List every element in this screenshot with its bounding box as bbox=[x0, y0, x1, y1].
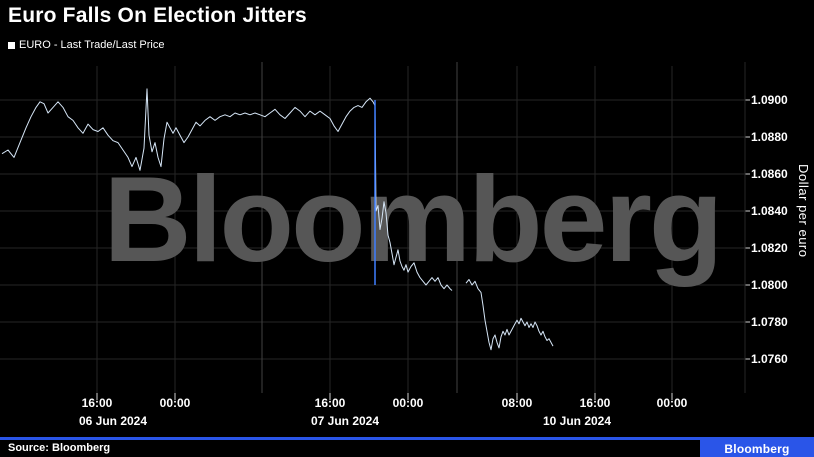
x-axis-time-label: 16:00 bbox=[314, 396, 346, 410]
y-axis-tick-label: 1.0780 bbox=[751, 315, 788, 329]
y-axis-tick-label: 1.0760 bbox=[751, 352, 788, 366]
price-chart: Bloomberg bbox=[0, 60, 814, 405]
legend-label: EURO - Last Trade/Last Price bbox=[19, 39, 165, 51]
x-axis-time-label: 00:00 bbox=[159, 396, 191, 410]
price-line bbox=[465, 279, 554, 351]
price-line bbox=[1, 88, 453, 291]
x-axis-time-label: 00:00 bbox=[392, 396, 424, 410]
x-axis-time-label: 00:00 bbox=[656, 396, 688, 410]
chart-grid bbox=[0, 62, 750, 400]
y-axis-tick-label: 1.0840 bbox=[751, 204, 788, 218]
y-axis-tick-label: 1.0820 bbox=[751, 241, 788, 255]
y-axis-title: Dollar per euro bbox=[796, 164, 811, 258]
legend-swatch-icon bbox=[8, 41, 15, 49]
y-axis-tick-label: 1.0880 bbox=[751, 130, 788, 144]
bloomberg-watermark: Bloomberg bbox=[103, 151, 724, 287]
x-axis-date-label: 06 Jun 2024 bbox=[78, 414, 148, 428]
x-axis-time-label: 08:00 bbox=[501, 396, 533, 410]
source-credit: Source: Bloomberg bbox=[8, 442, 111, 454]
page-title: Euro Falls On Election Jitters bbox=[8, 4, 307, 27]
bloomberg-logo: Bloomberg bbox=[700, 440, 814, 457]
x-axis-date-label: 07 Jun 2024 bbox=[310, 414, 380, 428]
y-axis-tick-label: 1.0860 bbox=[751, 167, 788, 181]
y-axis-tick-label: 1.0800 bbox=[751, 278, 788, 292]
x-axis-date-label: 10 Jun 2024 bbox=[542, 414, 612, 428]
x-axis-time-label: 16:00 bbox=[81, 396, 113, 410]
y-axis-tick-label: 1.0900 bbox=[751, 93, 788, 107]
x-axis-time-label: 16:00 bbox=[579, 396, 611, 410]
chart-series bbox=[1, 88, 554, 351]
chart-legend: EURO - Last Trade/Last Price bbox=[8, 39, 165, 51]
footer-bar: Source: Bloomberg Bloomberg bbox=[0, 437, 814, 457]
